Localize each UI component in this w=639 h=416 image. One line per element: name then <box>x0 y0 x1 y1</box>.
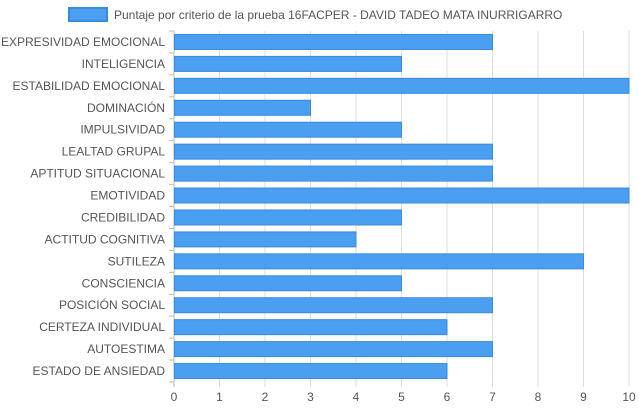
bar[interactable] <box>174 341 493 358</box>
bars <box>174 33 630 380</box>
category-label: POSICIÓN SOCIAL <box>59 297 165 312</box>
bar[interactable] <box>174 231 357 248</box>
x-tick-label: 6 <box>444 390 451 404</box>
x-tick-label: 1 <box>216 390 223 404</box>
bar[interactable] <box>174 253 584 270</box>
category-label: SUTILEZA <box>108 254 165 268</box>
category-label: CERTEZA INDIVIDUAL <box>39 320 165 334</box>
x-tick-label: 7 <box>489 390 496 404</box>
category-label: APTITUD SITUACIONAL <box>30 167 165 181</box>
category-label: INTELIGENCIA <box>82 57 165 71</box>
bar[interactable] <box>174 275 402 292</box>
bar[interactable] <box>174 319 448 336</box>
x-tick-label: 0 <box>171 390 178 404</box>
x-tick-label: 5 <box>398 390 405 404</box>
category-label: EMOTIVIDAD <box>90 189 165 203</box>
category-label: ESTABILIDAD EMOCIONAL <box>13 79 166 93</box>
x-tick-label: 2 <box>262 390 269 404</box>
category-labels: EXPRESIVIDAD EMOCIONAL INTELIGENCIA ESTABI… <box>1 35 165 378</box>
legend[interactable]: Puntaje por criterio de la prueba 16FACP… <box>68 7 562 22</box>
x-tick-label: 10 <box>622 390 636 404</box>
bar[interactable] <box>174 121 402 138</box>
bar[interactable] <box>174 55 402 72</box>
category-label: LEALTAD GRUPAL <box>62 145 166 159</box>
bar[interactable] <box>174 143 493 160</box>
category-label: EXPRESIVIDAD EMOCIONAL <box>1 35 165 49</box>
x-tick-label: 3 <box>307 390 314 404</box>
bar[interactable] <box>174 297 493 314</box>
bar[interactable] <box>174 209 402 226</box>
category-label: CREDIBILIDAD <box>81 210 165 224</box>
legend-label: Puntaje por criterio de la prueba 16FACP… <box>114 8 562 22</box>
category-label: IMPULSIVIDAD <box>80 123 165 137</box>
bar[interactable] <box>174 187 630 204</box>
bar[interactable] <box>174 363 448 380</box>
legend-swatch <box>68 7 108 22</box>
category-label: DOMINACIÓN <box>87 100 165 115</box>
x-tick-label: 9 <box>580 390 587 404</box>
category-label: AUTOESTIMA <box>87 342 165 356</box>
bar[interactable] <box>174 165 493 182</box>
x-tick-labels: 0 1 2 3 4 5 6 7 8 9 10 <box>171 390 636 404</box>
bar[interactable] <box>174 99 311 116</box>
x-tick-label: 8 <box>535 390 542 404</box>
category-label: CONSCIENCIA <box>82 276 165 290</box>
bar[interactable] <box>174 77 630 94</box>
x-tick-label: 4 <box>353 390 360 404</box>
bar[interactable] <box>174 33 493 50</box>
category-label: ACTITUD COGNITIVA <box>45 232 165 246</box>
category-label: ESTADO DE ANSIEDAD <box>33 364 166 378</box>
